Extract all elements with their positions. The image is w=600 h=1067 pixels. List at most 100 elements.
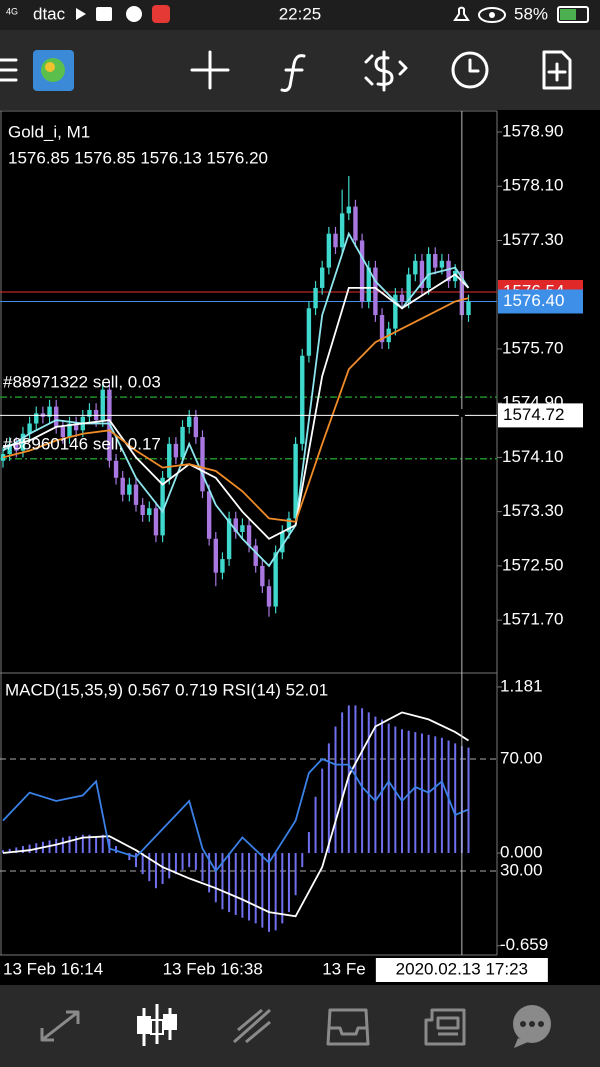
candle-body [446,260,451,282]
y2-tick-label: 70.00 [500,748,543,767]
candle-body [439,260,445,268]
y-tick-label: -0.659 [500,935,548,954]
candle-body [127,484,132,495]
series-line [2,273,470,540]
candle-body [173,443,179,458]
candle-body [233,518,238,532]
candle-body [433,254,438,268]
candle-body [220,559,225,573]
candle-body [306,308,312,356]
nav-quotes[interactable] [40,1010,80,1042]
candle-body [273,552,278,607]
cursor-time-tag [375,958,548,982]
candle-body [313,287,318,309]
nav-trade[interactable] [233,1008,271,1044]
candle-body [187,416,192,427]
bottom-nav [0,985,600,1067]
candle-body [366,267,371,302]
nav-chart[interactable] [137,1004,177,1046]
y-tick-label: 1575.70 [502,338,563,357]
app-icon[interactable] [33,50,74,91]
candle-body [406,274,411,302]
nav-chat[interactable] [513,1005,551,1048]
candle-body [240,525,245,532]
y-tick-label: 1.181 [500,676,543,695]
candle-body [14,443,19,451]
candle-body [120,477,125,495]
candle-body [200,437,205,492]
bid-label: 1576.40 [503,291,564,310]
candle-body [100,389,105,421]
series-line [2,757,469,873]
candle-body [266,586,272,607]
candle-body [147,508,152,516]
crosshair-button[interactable] [190,50,230,90]
candle-body [226,518,232,560]
candle-body [73,423,79,431]
candle-body [246,525,252,546]
candle-body [379,315,385,343]
order-label: #88971322 sell, 0.03 [3,373,161,392]
candle-body [300,355,305,444]
candle-body [286,518,292,532]
y-tick-label: 1577.30 [502,230,563,249]
candle-body [0,454,6,461]
candle-body [180,426,185,458]
candle-body [27,423,32,434]
candle-body [326,233,332,268]
nav-history[interactable] [326,1008,370,1046]
cursor-price-label: 1574.72 [503,405,564,424]
candle-body [193,416,199,438]
candle-body [393,294,398,329]
y2-tick-label: 30.00 [500,860,543,879]
candle-body [466,301,471,316]
x-tick-label: 13 Feb 16:38 [163,959,263,978]
indicator-readout: MACD(15,35,9) 0.567 0.719 RSI(14) 52.01 [5,680,328,699]
candle-body [453,270,458,282]
chart-title: Gold_i, M1 [8,122,90,141]
candle-body [133,484,139,505]
cursor-price-tag [498,403,583,428]
candle-body [7,443,12,455]
series-line [2,297,469,523]
y-tick-label: 1574.10 [502,447,563,466]
candle-body [87,409,92,417]
candle-body [333,233,338,248]
y-tick-label: 1571.70 [502,610,563,629]
candle-body [67,423,72,438]
cursor-time-label: 2020.02.13 17:23 [396,959,528,978]
candle-body [47,406,52,417]
network: 4G [6,6,18,16]
carrier: dtac [33,4,66,23]
candle-body [253,545,258,566]
series-line [2,711,469,918]
candle-body [34,413,39,424]
candle-body [206,491,212,539]
candle-body [140,504,145,516]
candle-body [167,443,172,478]
clock: 22:25 [279,4,322,23]
candle-body [54,406,59,427]
candle-body [60,426,66,438]
candle-body [280,531,285,553]
status-icons [76,5,589,23]
menu-button[interactable] [0,58,18,82]
bid-tag [498,289,583,314]
x-tick-label: 13 Fe [322,959,365,978]
indicators-button[interactable] [280,54,306,92]
candle-body [213,538,218,573]
candle-body [373,267,378,316]
candle-body [426,254,431,288]
y-tick-label: 1578.90 [502,122,563,141]
new-order-button[interactable] [542,50,572,90]
order-label: #88960146 sell, 0.17 [3,434,161,453]
candle-body [413,260,418,275]
candle-body [153,508,159,536]
candle-body [260,565,265,587]
candle-body [339,213,345,248]
history-button[interactable] [451,51,489,89]
trade-button[interactable] [364,50,408,92]
nav-news[interactable] [424,1008,466,1046]
